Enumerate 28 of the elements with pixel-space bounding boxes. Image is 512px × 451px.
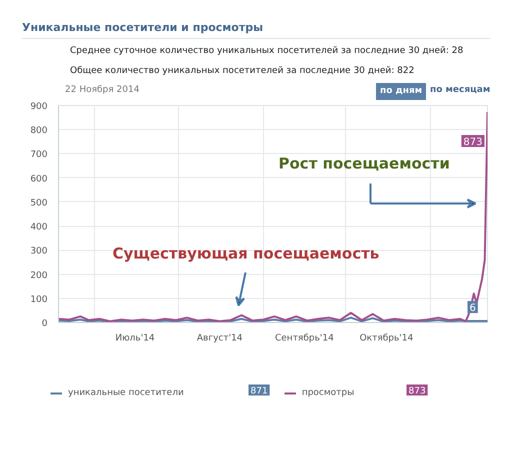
y-tick-label: 100 xyxy=(30,294,48,305)
chart-title: Уникальные посетители и просмотры xyxy=(22,20,264,36)
y-tick-label: 200 xyxy=(30,270,48,281)
text: 873 xyxy=(408,386,426,396)
text: 22 Ноября 2014 xyxy=(65,84,140,97)
data-label: 873 xyxy=(463,137,483,148)
text: Среднее суточное количество уникальных посетителей за последние 30 дней: 28 xyxy=(70,45,464,58)
data-label: 6 xyxy=(470,303,476,314)
text: Общее количество уникальных посетителей за последние 30 дней: 822 xyxy=(70,65,414,78)
x-tick-label: Июль'14 xyxy=(115,334,155,344)
y-tick-label: 400 xyxy=(30,222,48,233)
y-tick-label: 900 xyxy=(30,102,48,112)
y-tick-label: 0 xyxy=(42,319,48,329)
text: по дням xyxy=(376,83,426,100)
legend-label: просмотры xyxy=(302,388,354,398)
x-tick-label: Октябрь'14 xyxy=(360,334,414,344)
x-tick-label: Сентябрь'14 xyxy=(274,334,334,344)
x-tick-label: Август'14 xyxy=(196,334,243,344)
annotation: Рост посещаемости xyxy=(278,154,450,172)
text: по месяцам xyxy=(430,84,490,97)
y-tick-label: 600 xyxy=(30,174,48,184)
y-tick-label: 500 xyxy=(30,198,48,208)
legend-label: уникальные посетители xyxy=(68,388,184,398)
y-tick-label: 700 xyxy=(30,150,48,160)
y-tick-label: 800 xyxy=(30,126,48,136)
text: 871 xyxy=(250,386,268,396)
y-tick-label: 300 xyxy=(30,246,48,257)
annotation: Существующая посещаемость xyxy=(112,244,380,262)
